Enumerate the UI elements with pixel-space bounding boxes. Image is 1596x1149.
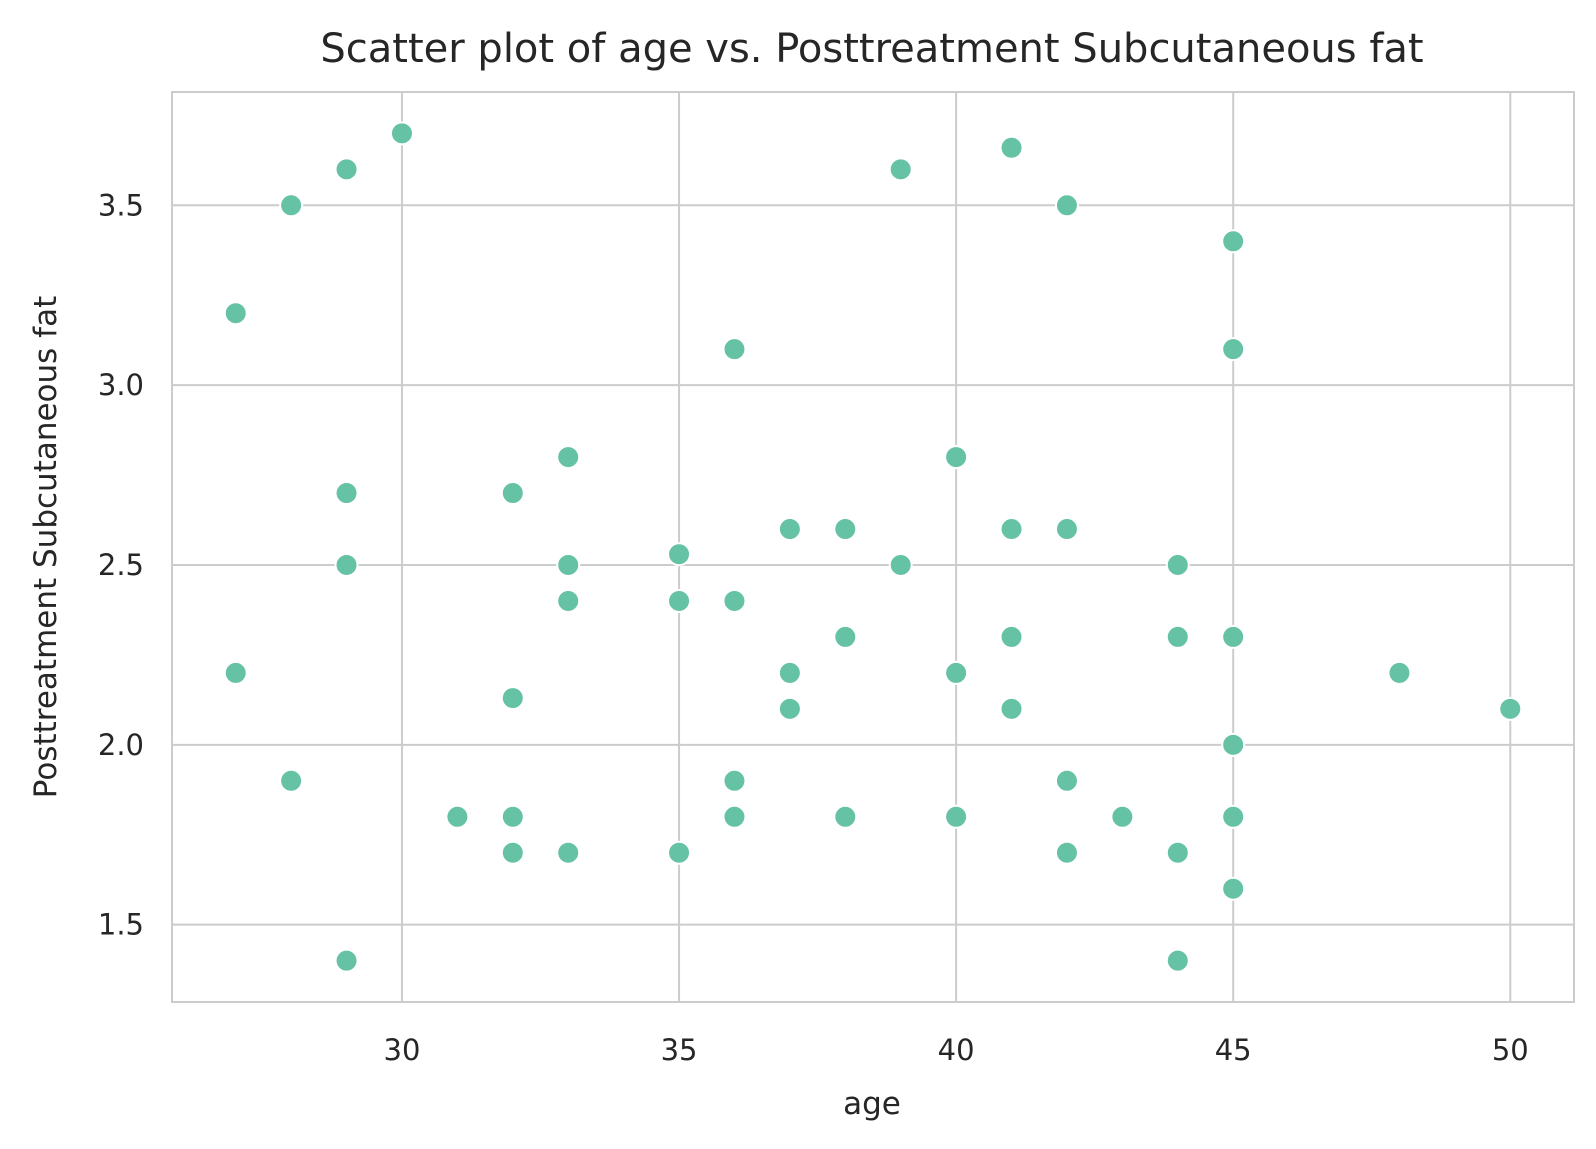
scatter-point — [667, 588, 692, 613]
x-tick-label: 35 — [661, 1033, 698, 1067]
scatter-point — [667, 840, 692, 865]
scatter-point — [999, 624, 1024, 649]
scatter-point — [334, 157, 359, 182]
scatter-point — [667, 542, 692, 567]
scatter-point — [944, 445, 969, 470]
scatter-point — [223, 301, 248, 326]
scatter-point — [279, 193, 304, 218]
scatter-point — [999, 135, 1024, 160]
scatter-point — [1054, 193, 1079, 218]
scatter-point — [944, 660, 969, 685]
y-tick-label: 3.0 — [98, 368, 144, 402]
scatter-point — [334, 948, 359, 973]
scatter-point — [1221, 876, 1246, 901]
y-tick-labels: 1.5 2.0 2.5 3.0 3.5 — [98, 188, 144, 941]
scatter-point — [556, 552, 581, 577]
scatter-point — [777, 696, 802, 721]
y-tick-label: 3.5 — [98, 188, 144, 222]
scatter-point — [833, 804, 858, 829]
scatter-point — [1221, 337, 1246, 362]
scatter-point — [556, 445, 581, 470]
scatter-point — [999, 517, 1024, 542]
scatter-point — [500, 840, 525, 865]
scatter-point — [556, 588, 581, 613]
y-tick-label: 1.5 — [98, 908, 144, 942]
scatter-point — [722, 337, 747, 362]
scatter-point — [1110, 804, 1135, 829]
scatter-point — [722, 588, 747, 613]
scatter-point — [777, 660, 802, 685]
scatter-point — [1221, 229, 1246, 254]
scatter-point — [500, 804, 525, 829]
x-tick-label: 40 — [938, 1033, 975, 1067]
scatter-point — [500, 686, 525, 711]
x-tick-label: 30 — [384, 1033, 421, 1067]
scatter-point — [888, 552, 913, 577]
scatter-point — [279, 768, 304, 793]
scatter-point — [1387, 660, 1412, 685]
scatter-point — [1221, 804, 1246, 829]
y-axis-label: Posttreatment Subcutaneous fat — [28, 296, 64, 798]
scatter-point — [1221, 624, 1246, 649]
scatter-point — [944, 804, 969, 829]
y-tick-label: 2.0 — [98, 728, 144, 762]
scatter-point — [888, 157, 913, 182]
x-axis-label: age — [843, 1086, 901, 1122]
scatter-point — [1054, 768, 1079, 793]
scatter-point — [334, 481, 359, 506]
grid-lines — [172, 92, 1574, 1002]
scatter-point — [1221, 732, 1246, 757]
scatter-point — [389, 121, 414, 146]
scatter-point — [1498, 696, 1523, 721]
x-tick-label: 50 — [1492, 1033, 1529, 1067]
y-tick-label: 2.5 — [98, 548, 144, 582]
plot-frame — [171, 91, 1575, 1003]
scatter-point — [722, 768, 747, 793]
chart-title: Scatter plot of age vs. Posttreatment Su… — [320, 26, 1423, 72]
scatter-point — [334, 552, 359, 577]
scatter-point — [833, 624, 858, 649]
scatter-point — [722, 804, 747, 829]
scatter-point — [777, 517, 802, 542]
x-tick-label: 45 — [1215, 1033, 1252, 1067]
scatter-point — [1165, 552, 1190, 577]
x-tick-labels: 30 35 40 45 50 — [384, 1033, 1529, 1067]
scatter-point — [556, 840, 581, 865]
scatter-point — [1165, 840, 1190, 865]
scatter-point — [445, 804, 470, 829]
scatter-point — [833, 517, 858, 542]
scatter-point — [500, 481, 525, 506]
scatter-point — [1054, 840, 1079, 865]
data-points — [223, 121, 1523, 973]
scatter-point — [1054, 517, 1079, 542]
scatter-point — [223, 660, 248, 685]
scatter-point — [999, 696, 1024, 721]
scatter-point — [1165, 948, 1190, 973]
scatter-point — [1165, 624, 1190, 649]
